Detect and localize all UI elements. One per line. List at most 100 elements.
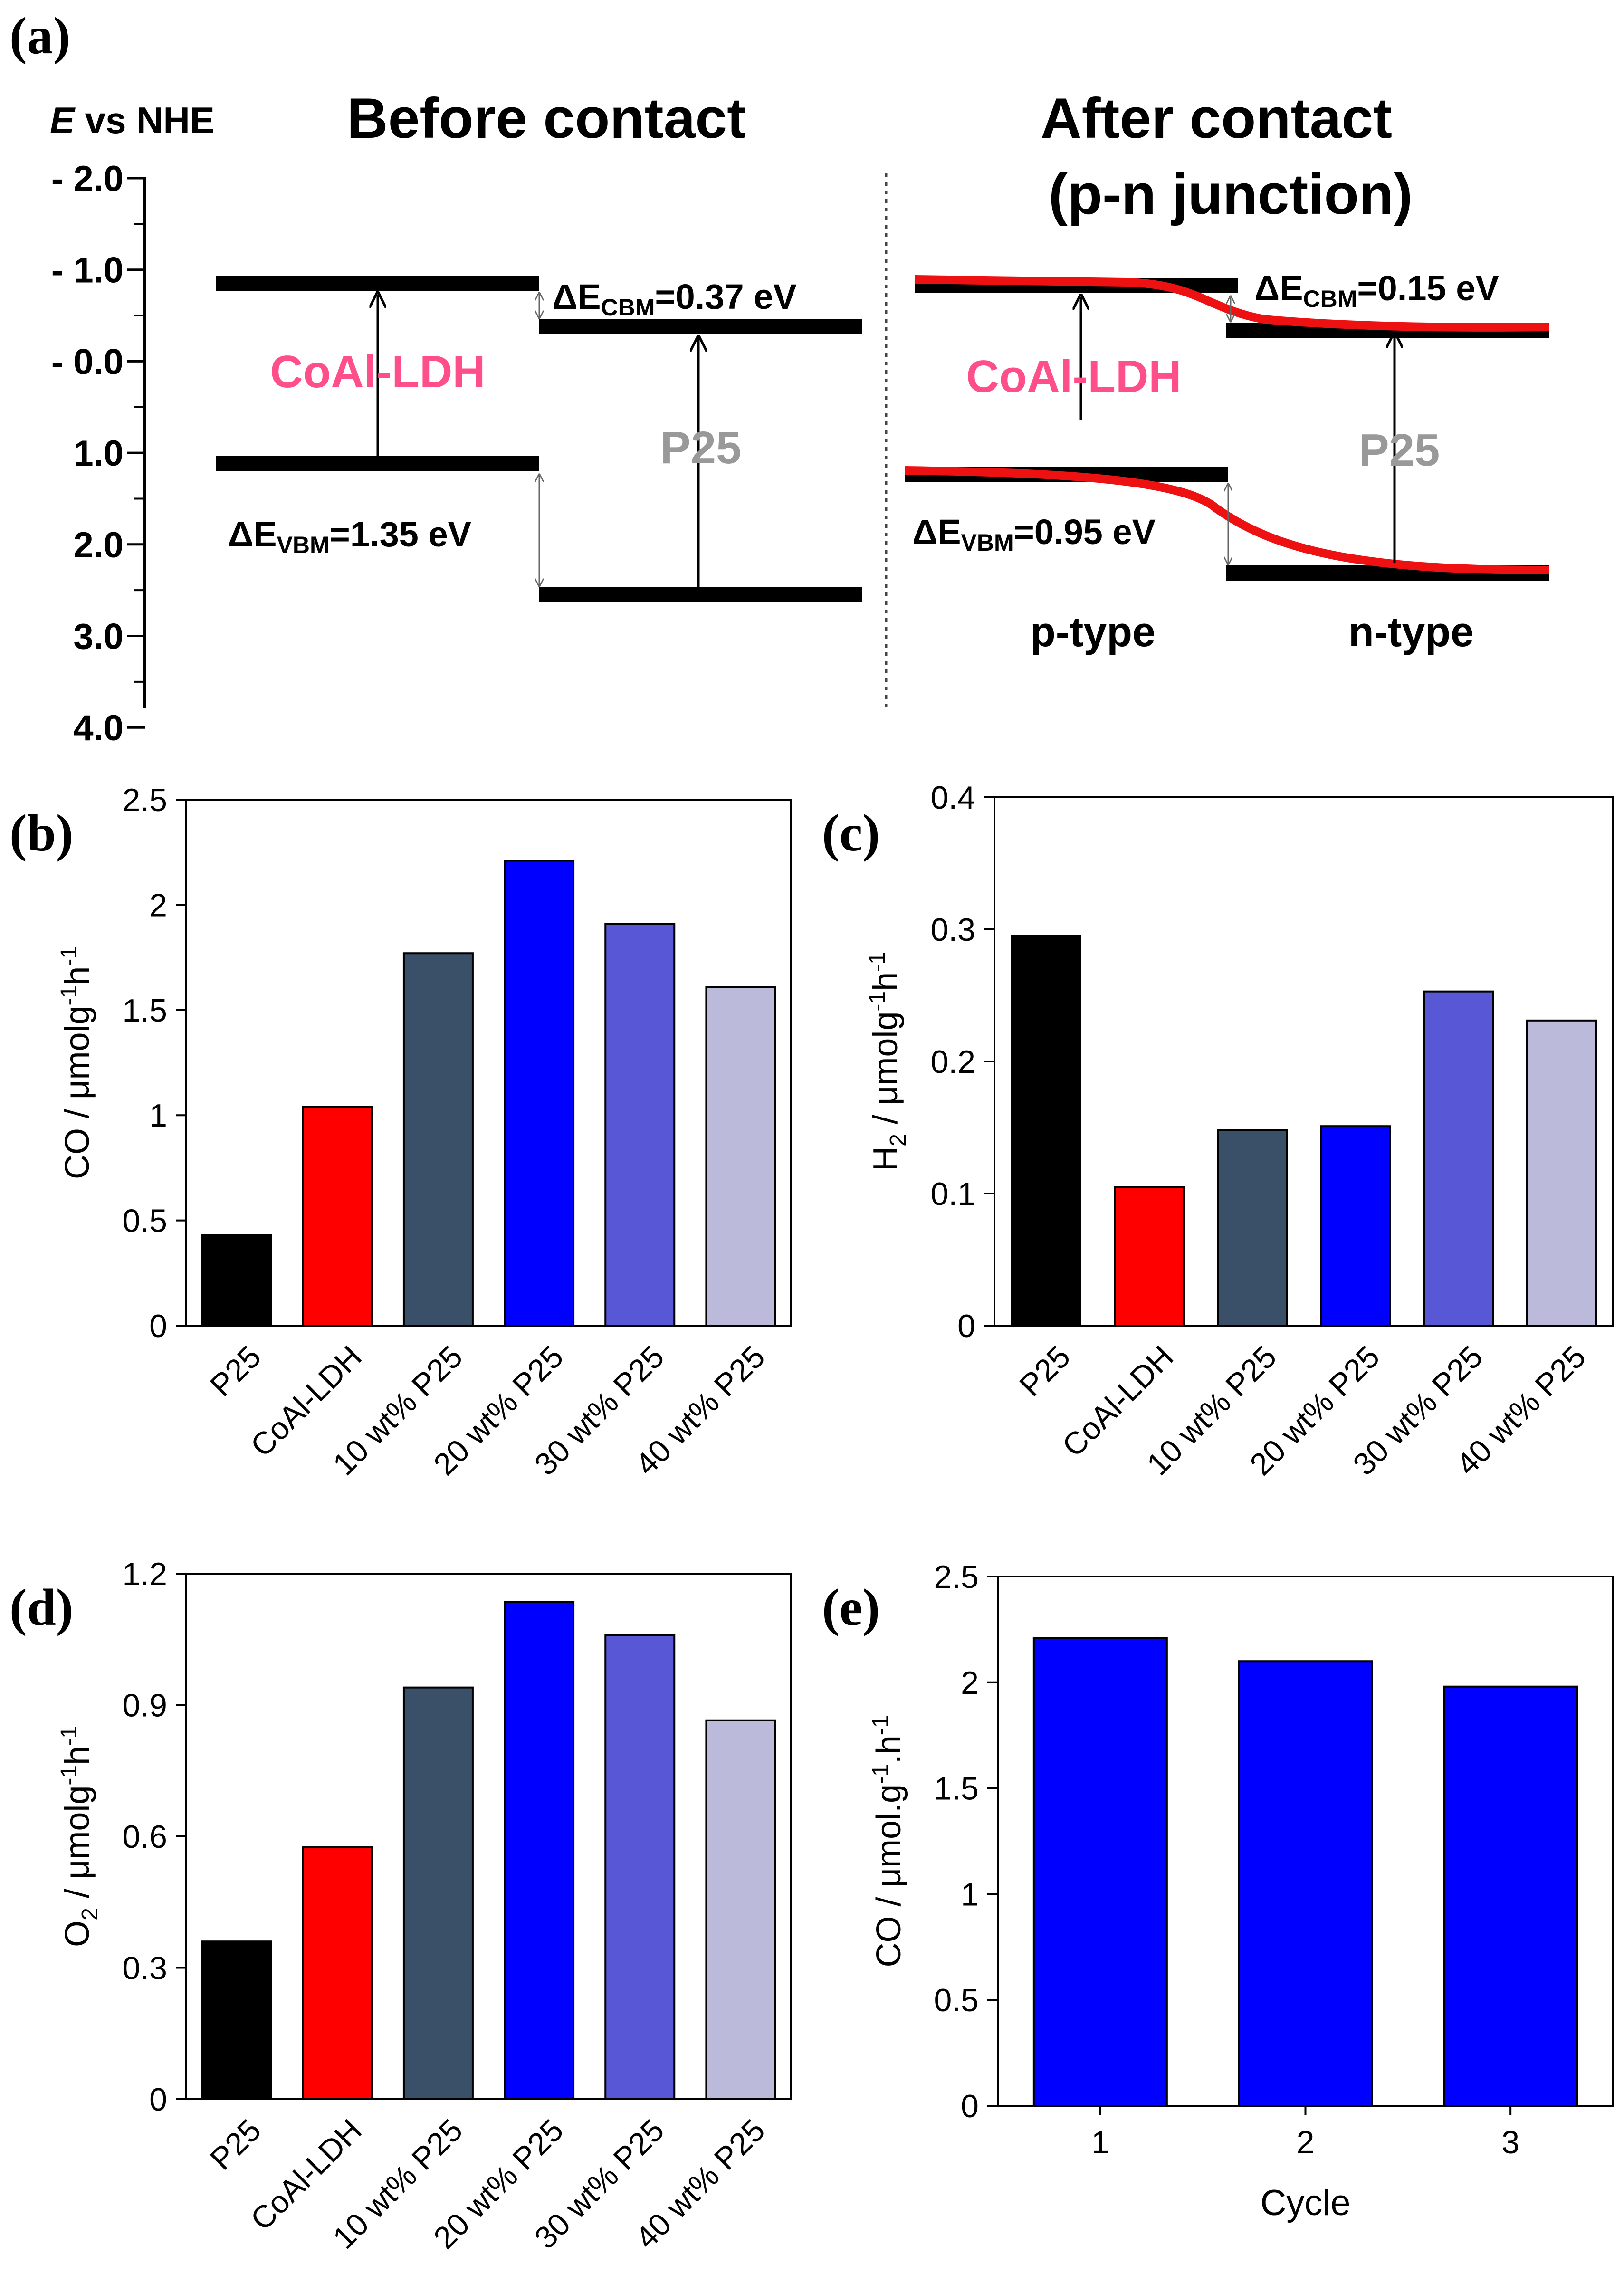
y-tick-label: 0 — [149, 2082, 167, 2118]
bar-p25 — [1011, 935, 1081, 1327]
after-delta-cbm-label: ΔECBM=0.15 eV — [1254, 268, 1499, 312]
before-delta-vbm-sub: VBM — [277, 532, 330, 558]
panel-label-a: (a) — [10, 7, 70, 65]
x-tick-label: 1 — [1091, 2124, 1109, 2160]
energy-tick-label: 1.0 — [73, 433, 124, 474]
y-tick-label: 0 — [957, 1308, 975, 1344]
after-delta-vbm-sub: VBM — [961, 529, 1014, 556]
y-axis-label-part: / μmolg — [58, 1786, 96, 1908]
y-axis-label-part: CO / μmolg — [58, 1005, 96, 1179]
plot-frame — [185, 1573, 792, 2100]
x-tick-label: P25 — [203, 2112, 267, 2177]
energy-axis-label-rest: vs NHE — [75, 99, 215, 141]
before-p25-cb-band — [539, 319, 862, 334]
y-tick-label: 2.5 — [122, 782, 167, 818]
y-axis-label: CO / μmolg-1h-1 — [57, 946, 96, 1179]
bar-20-wt-p25 — [1320, 1125, 1391, 1327]
y-axis-label-part: -1 — [865, 952, 890, 972]
before-delta-cbm-sub: CBM — [601, 294, 655, 321]
bar-coal-ldh — [302, 1846, 373, 2101]
y-tick-label: 0 — [149, 1308, 167, 1344]
after-delta-vbm-value: =0.95 eV — [1014, 512, 1156, 552]
y-tick-label: 0.3 — [122, 1950, 167, 1987]
y-tick-label: 0.2 — [930, 1044, 975, 1080]
after-cb-bending-curve — [914, 275, 1549, 332]
y-tick-label: 0.1 — [930, 1176, 975, 1212]
y-axis-label-part: h — [58, 1746, 96, 1765]
plot-frame — [185, 799, 792, 1327]
energy-axis-label-e: E — [50, 99, 76, 141]
bar-30-wt-p25 — [604, 1634, 676, 2101]
energy-tick-label: - 0.0 — [51, 342, 124, 382]
before-delta-vbm-value: =1.35 eV — [330, 515, 471, 554]
panel-label-c: (c) — [822, 804, 880, 862]
bar-20-wt-p25 — [504, 860, 575, 1327]
energy-tick-label: - 2.0 — [51, 159, 124, 199]
before-delta-cbm-value: =0.37 eV — [655, 277, 796, 316]
before-delta-cbm-prefix: ΔE — [552, 277, 601, 316]
after-delta-vbm-prefix: ΔE — [912, 512, 961, 552]
y-tick-label: 0.9 — [122, 1688, 167, 1724]
panel-label-d: (d) — [10, 1578, 73, 1636]
p-type-label: p-type — [1030, 608, 1156, 655]
panel-label-b: (b) — [10, 804, 73, 862]
y-axis-label-part: .h — [870, 1735, 908, 1764]
energy-tick-label: 2.0 — [73, 525, 124, 565]
y-axis-label-part: h — [867, 972, 905, 991]
bar-20-wt-p25 — [504, 1601, 575, 2101]
before-ldh-label: CoAl-LDH — [270, 346, 485, 397]
after-ldh-label: CoAl-LDH — [966, 351, 1181, 402]
y-tick-label: 0.5 — [934, 1982, 979, 2018]
y-axis-label: H2 / μmolg-1h-1 — [865, 952, 911, 1171]
y-axis-label-part: -1 — [57, 1765, 82, 1786]
y-axis-label-part: O — [58, 1920, 96, 1947]
y-axis-label: CO / μmol.g-1.h-1 — [868, 1715, 908, 1968]
y-tick-label: 1.2 — [122, 1556, 167, 1592]
bar-40-wt-p25 — [705, 1719, 776, 2100]
before-ldh-cb-band — [216, 276, 539, 291]
x-tick-label: P25 — [203, 1339, 267, 1403]
bar-coal-ldh — [1114, 1186, 1185, 1327]
y-axis-label-part: / μmolg — [867, 1012, 905, 1134]
energy-tick-label: 3.0 — [73, 617, 124, 657]
bar-10-wt-p25 — [402, 952, 474, 1327]
bar-30-wt-p25 — [1423, 990, 1494, 1327]
y-axis-label: O2 / μmolg-1h-1 — [57, 1726, 103, 1947]
y-axis-label-part: h — [58, 966, 96, 985]
y-tick-label: 0.6 — [122, 1819, 167, 1855]
y-axis-label-part: -1 — [57, 946, 82, 966]
before-ldh-vb-band — [216, 456, 539, 471]
y-tick-label: 1.5 — [934, 1771, 979, 1807]
bar-coal-ldh — [302, 1106, 373, 1327]
y-tick-label: 2 — [961, 1665, 979, 1701]
x-tick-label: P25 — [1013, 1339, 1077, 1403]
y-tick-label: 0 — [961, 2088, 979, 2124]
before-p25-label: P25 — [660, 422, 742, 473]
plot-frame — [994, 796, 1614, 1327]
bar-1 — [1032, 1637, 1168, 2107]
bar-p25 — [201, 1234, 272, 1327]
after-vb-bending-curve — [905, 466, 1549, 574]
y-axis-label-part: CO / μmol.g — [870, 1784, 908, 1968]
y-axis-label-part: -1 — [57, 985, 82, 1006]
y-tick-label: 0.5 — [122, 1203, 167, 1239]
energy-tick-label: 4.0 — [73, 708, 124, 748]
bar-30-wt-p25 — [604, 923, 676, 1327]
after-contact-title-line1: After contact — [1041, 86, 1392, 150]
energy-axis-ticks: - 2.0 - 1.0 - 0.0 1.0 2.0 3.0 4.0 — [51, 159, 145, 748]
y-tick-label: 2.5 — [934, 1559, 979, 1595]
after-delta-vbm-label: ΔEVBM=0.95 eV — [912, 512, 1156, 556]
before-delta-cbm-label: ΔECBM=0.37 eV — [552, 277, 797, 321]
y-tick-label: 0.3 — [930, 912, 975, 948]
x-tick-label: 3 — [1501, 2124, 1519, 2160]
panel-label-e: (e) — [822, 1578, 880, 1636]
bar-3 — [1443, 1685, 1578, 2107]
y-tick-label: 2 — [149, 887, 167, 923]
bar-40-wt-p25 — [705, 986, 776, 1327]
y-axis-label-part: -1 — [57, 1726, 82, 1746]
chart-co-production: 00.511.522.5CO / μmolg-1h-1P25CoAl-LDH10… — [57, 782, 792, 1482]
x-tick-label: 2 — [1297, 2124, 1315, 2160]
bar-40-wt-p25 — [1526, 1019, 1597, 1327]
